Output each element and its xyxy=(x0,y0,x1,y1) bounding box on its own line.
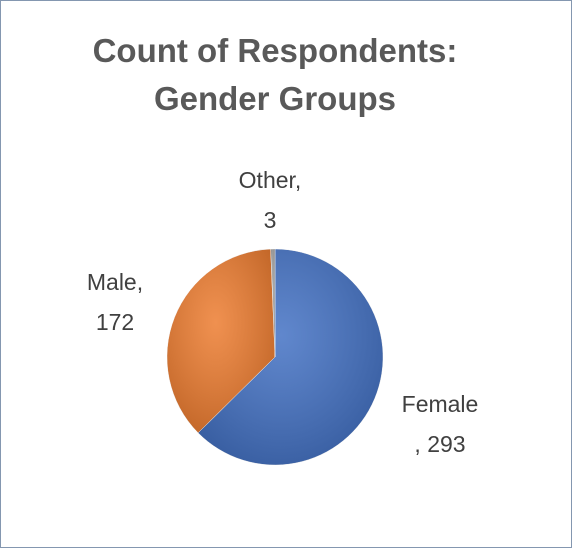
data-label-line: 3 xyxy=(264,207,277,233)
title-line: Count of Respondents: xyxy=(93,32,458,69)
chart-title: Count of Respondents: Gender Groups xyxy=(93,32,458,117)
data-label: Other, 3 xyxy=(239,167,302,233)
data-label: Female , 293 xyxy=(402,391,479,457)
data-label-line: Other, xyxy=(239,167,302,193)
slice-shade xyxy=(270,249,275,357)
title-line: Gender Groups xyxy=(154,80,396,117)
slice-shade xyxy=(198,249,384,466)
data-label-line: 172 xyxy=(96,309,134,335)
data-label-line: Female xyxy=(402,391,479,417)
slice-shade xyxy=(167,249,275,433)
data-label-line: Male, xyxy=(87,269,143,295)
data-label-line: , 293 xyxy=(414,431,465,457)
data-label: Male, 172 xyxy=(87,269,143,335)
